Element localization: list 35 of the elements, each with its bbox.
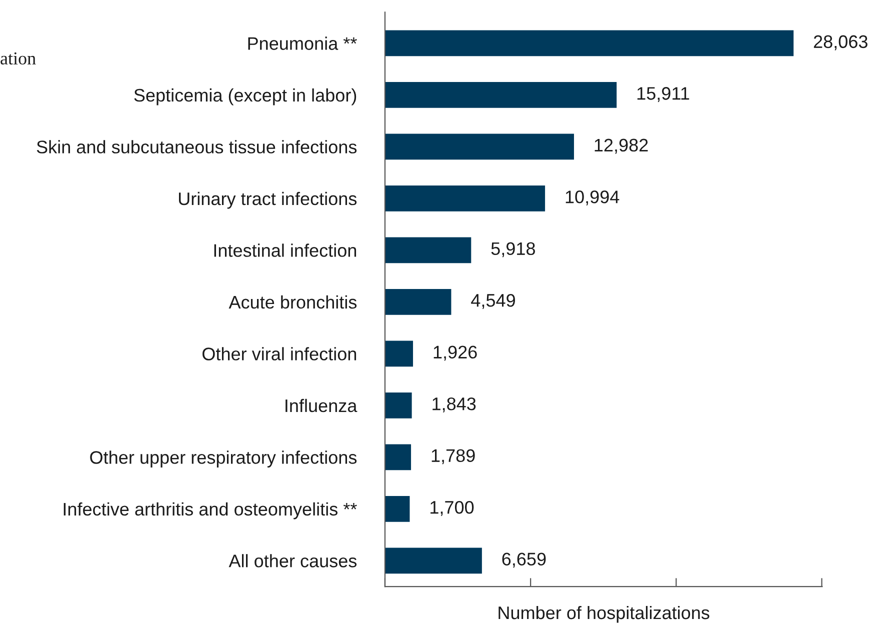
bar xyxy=(384,289,452,315)
data-label: 15,911 xyxy=(637,87,690,102)
data-label: 4,549 xyxy=(471,294,515,309)
y-tick-label: Intestinal infection xyxy=(214,244,356,257)
data-label: 1,789 xyxy=(432,449,475,464)
y-tick-label: Skin and subcutaneous tissue infections xyxy=(36,140,357,154)
bar xyxy=(384,340,414,367)
data-label: 1,700 xyxy=(430,500,474,516)
y-tick-label: Urinary tract infections xyxy=(178,192,357,209)
data-label: 1,843 xyxy=(432,397,476,412)
y-tick-label: Other upper respiratory infections xyxy=(90,450,357,468)
y-tick-label: Acute bronchitis xyxy=(228,295,357,309)
text: ation xyxy=(0,52,36,65)
data-label: 1,926 xyxy=(434,346,477,361)
bar xyxy=(384,134,574,160)
y-tick-label: Influenza xyxy=(286,398,358,412)
bar xyxy=(384,82,617,108)
bar xyxy=(384,392,412,418)
bar xyxy=(384,496,410,522)
data-label: 12,982 xyxy=(594,138,648,154)
y-tick-label: Pneumonia ** xyxy=(248,36,357,50)
data-label: 6,659 xyxy=(502,552,546,568)
bar xyxy=(384,186,546,212)
data-label: 5,918 xyxy=(491,242,535,258)
y-tick-label: Septicemia (except in labor) xyxy=(134,88,356,106)
bar xyxy=(384,237,472,264)
y-tick-label: All other causes xyxy=(228,554,357,568)
x-axis-title: Number of hospitalizations xyxy=(498,606,710,623)
y-tick-label: Other viral infection xyxy=(202,347,356,360)
bar xyxy=(384,548,482,574)
data-label: 10,994 xyxy=(566,190,620,206)
y-tick-label: Infective arthritis and osteomyelitis ** xyxy=(64,502,357,520)
data-label: 28,063 xyxy=(814,35,868,50)
bar xyxy=(384,444,412,470)
bar xyxy=(384,30,794,56)
